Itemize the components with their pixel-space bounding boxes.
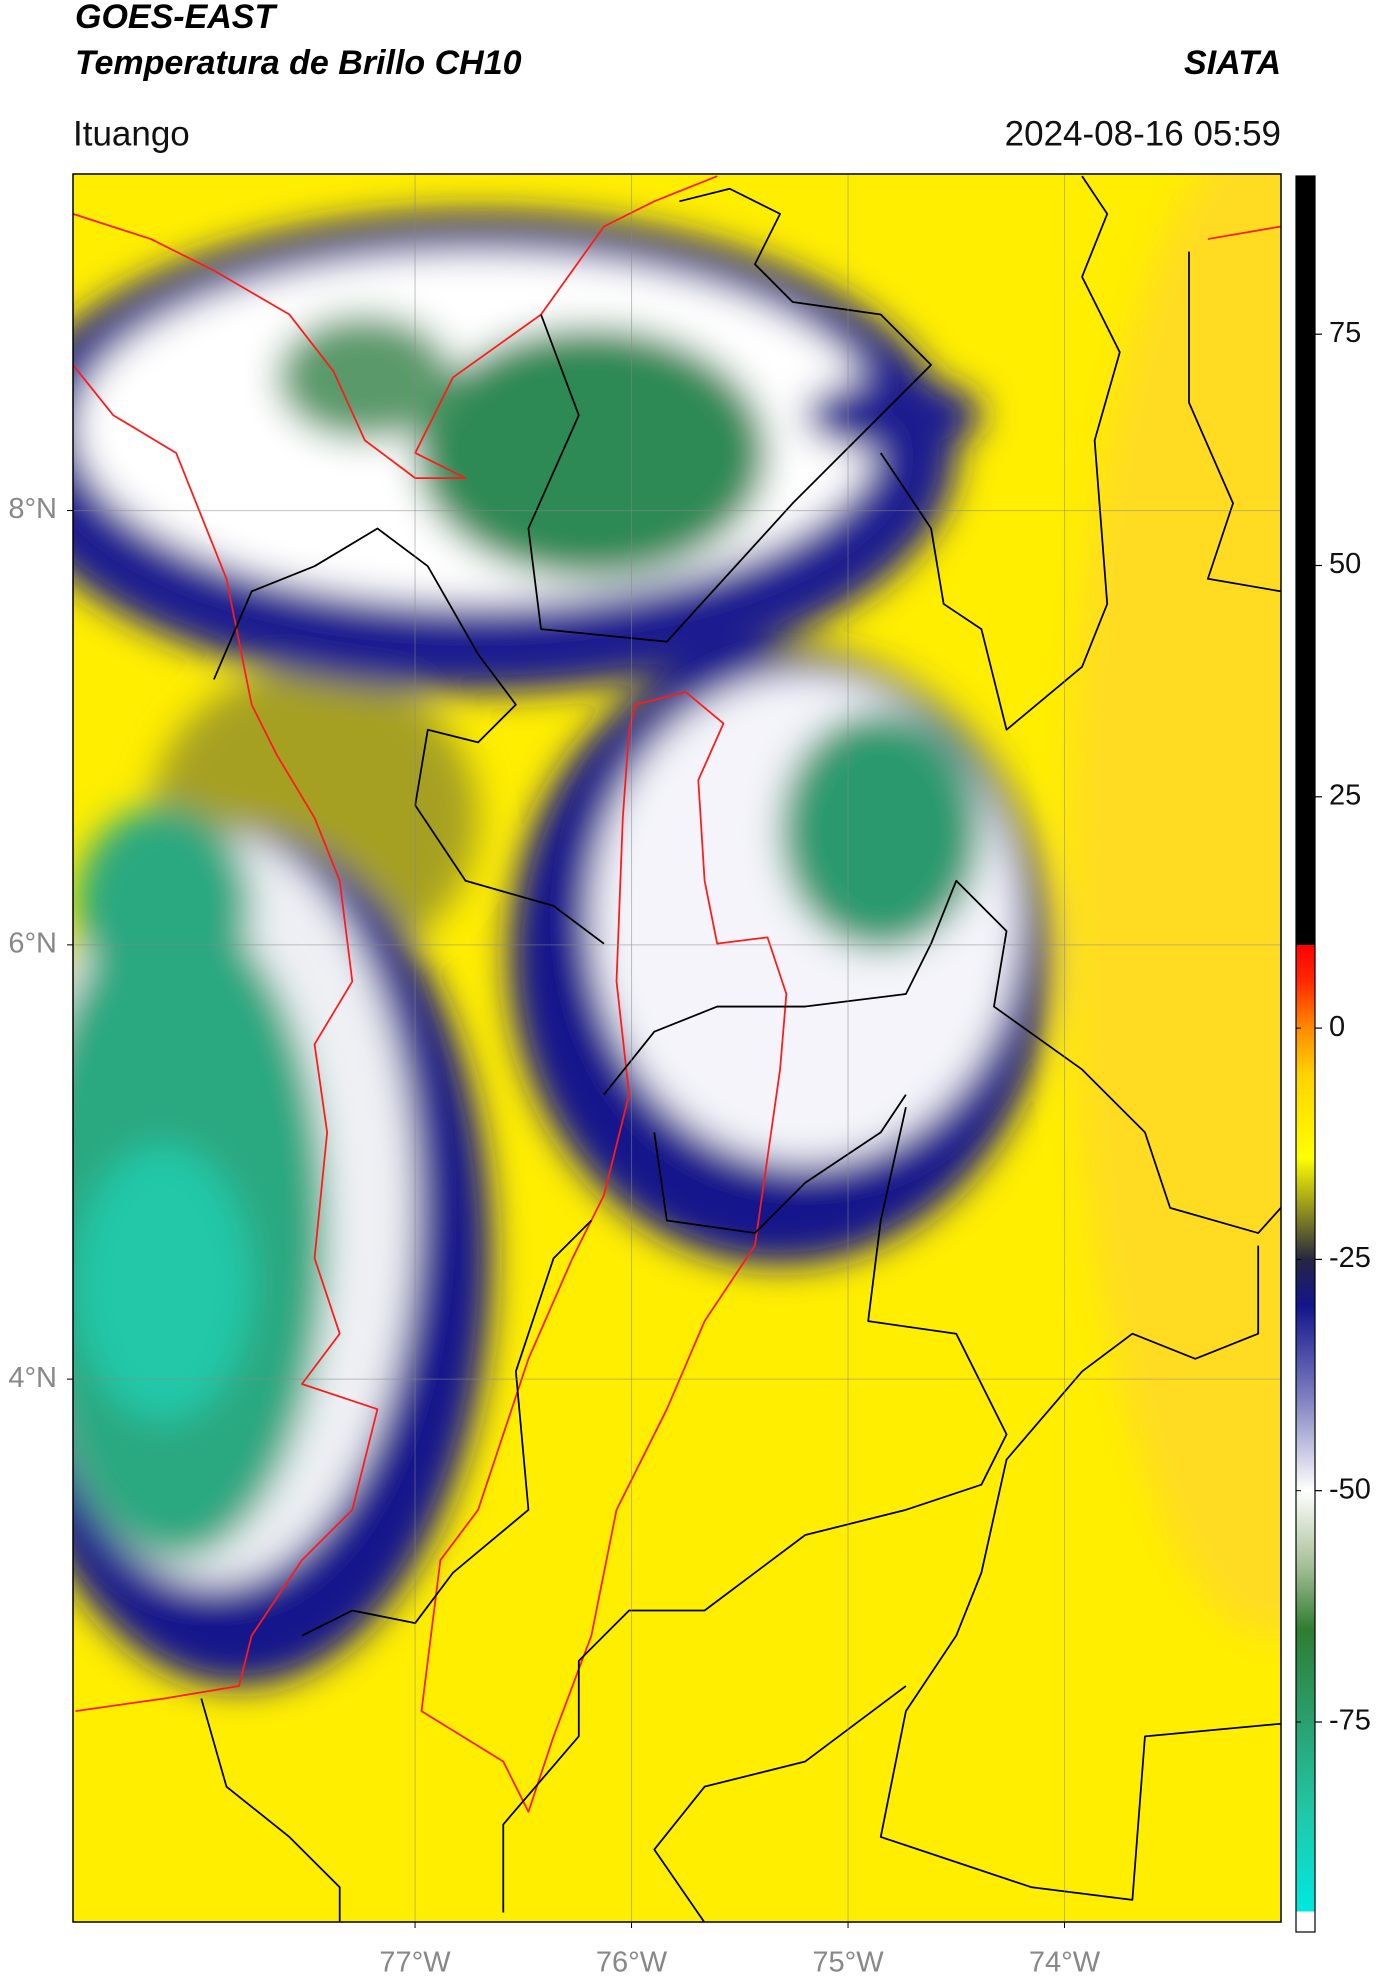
colorbar-tick-label: 50	[1329, 548, 1361, 580]
x-tick-label: 74°W	[1029, 1947, 1101, 1979]
x-tick-label: 76°W	[596, 1947, 668, 1979]
colorbar-tick-label: -75	[1329, 1705, 1371, 1737]
subtitle: Temperatura de Brillo CH10	[75, 44, 522, 82]
colorbar-tick-label: 25	[1329, 779, 1361, 811]
cloud-imagery	[73, 174, 1281, 1922]
colorbar-tick-label: -25	[1329, 1242, 1371, 1274]
y-tick-label: 6°N	[8, 928, 57, 960]
y-tick-label: 4°N	[8, 1362, 57, 1394]
y-tick-label: 8°N	[8, 493, 57, 525]
location: Ituango	[73, 114, 190, 153]
colorbar-tick-label: -50	[1329, 1473, 1371, 1505]
datetime: 2024-08-16 05:59	[1005, 114, 1281, 153]
colorbar-tick-label: 75	[1329, 317, 1361, 349]
map-frame	[72, 173, 1282, 1923]
colorbar	[1295, 175, 1316, 1933]
colorbar-tick-label: 0	[1329, 1011, 1345, 1043]
x-tick-label: 75°W	[812, 1947, 884, 1979]
map-area	[73, 174, 1281, 1922]
title: GOES-EAST	[75, 0, 278, 36]
source: SIATA	[1184, 44, 1281, 82]
x-tick-label: 77°W	[379, 1947, 451, 1979]
